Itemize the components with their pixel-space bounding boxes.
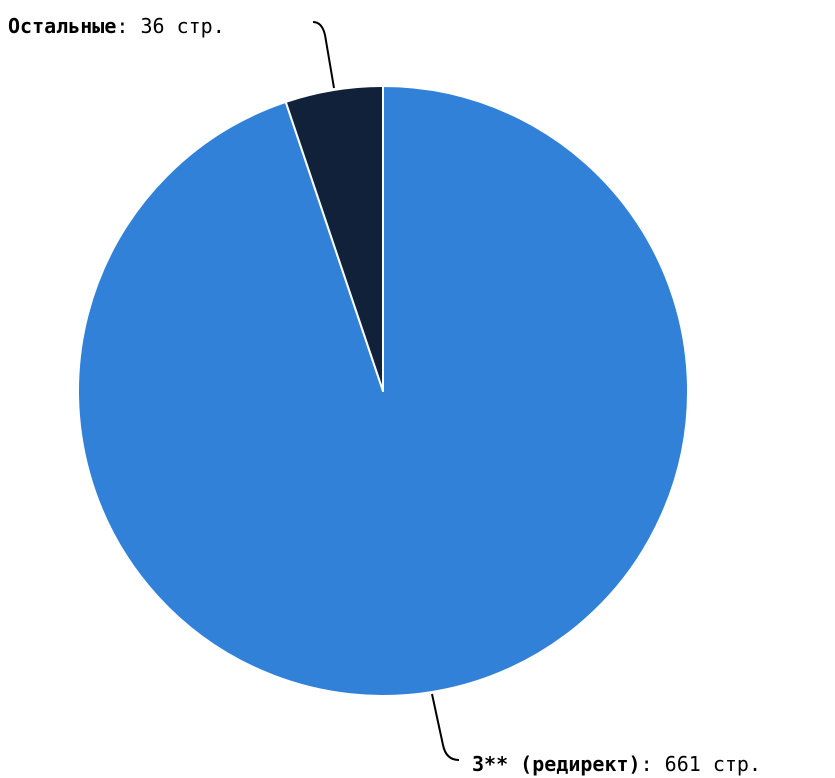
slice-label-value: 661 стр. xyxy=(665,752,761,776)
slice-label: Остальные: 36 стр. xyxy=(8,14,225,38)
slice-label-separator: : xyxy=(641,752,665,776)
slice-label-value: 36 стр. xyxy=(140,14,224,38)
pie-slices xyxy=(77,85,689,697)
slice-label-separator: : xyxy=(116,14,140,38)
slice-leader-line xyxy=(431,693,460,761)
slice-label: 3** (редирект): 661 стр. xyxy=(472,752,761,776)
slice-label-name: 3** (редирект) xyxy=(472,752,641,776)
pie-slice xyxy=(284,85,384,392)
slice-leader-line xyxy=(312,21,335,89)
slice-label-name: Остальные xyxy=(8,14,116,38)
